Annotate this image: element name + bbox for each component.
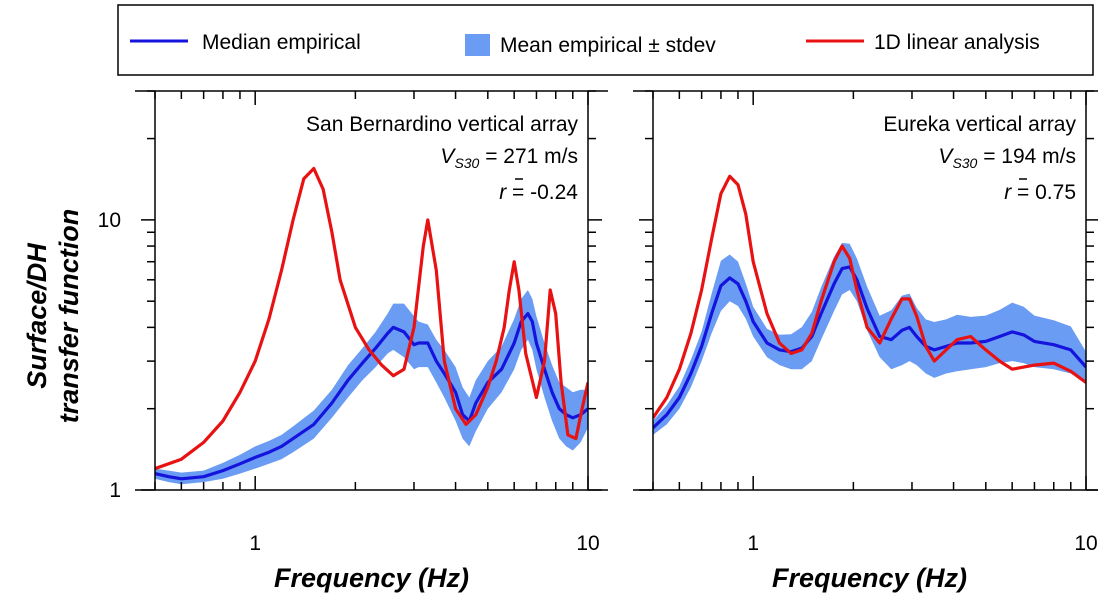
site-name: San Bernardino vertical array [306, 113, 578, 136]
plot-area [653, 174, 1086, 435]
vs30-subscript: S30 [952, 155, 977, 171]
series-1d-linear-line [155, 166, 588, 471]
r-value: = -0.24 [506, 181, 578, 204]
vs30-subscript: S30 [454, 155, 479, 171]
vs30-symbol: V [938, 145, 954, 168]
x-axis-title: Frequency (Hz) [772, 563, 967, 593]
vs30-label: VS30 = 194 m/s [938, 145, 1076, 171]
series-1d-linear-line [653, 174, 1086, 419]
r-symbol: r [1004, 181, 1012, 204]
panel-2: 1 10 Frequency (Hz) Eureka vertical array VS… [633, 90, 1098, 593]
x-tick-label: 10 [576, 532, 599, 555]
vs30-symbol: V [440, 145, 456, 168]
legend-label: Median empirical [202, 31, 361, 54]
vs30-value: = 271 m/s [479, 145, 578, 168]
site-annotation: San Bernardino vertical array VS30 = 271 … [306, 113, 578, 204]
y-axis-title-line2: transfer function [54, 209, 84, 424]
panel-1: 1 10 1 10 Frequency (Hz) San Bernardino verti… [98, 90, 608, 593]
site-annotation: Eureka vertical array VS30 = 194 m/s r = 0… [883, 113, 1076, 204]
site-name: Eureka vertical array [883, 113, 1076, 136]
vs30-value: = 194 m/s [977, 145, 1076, 168]
correlation-label: r = -0.24 [499, 181, 578, 204]
legend-frame [117, 4, 1094, 76]
legend-patch-swatch [465, 34, 490, 56]
legend-label: Mean empirical ± stdev [500, 34, 716, 57]
legend-item-2: Mean empirical ± stdev [465, 34, 716, 57]
x-tick-label: 1 [747, 532, 759, 555]
legend-label: 1D linear analysis [874, 31, 1040, 54]
vs30-label: VS30 = 271 m/s [440, 145, 578, 171]
y-tick-label: 10 [98, 209, 121, 232]
y-tick-label: 1 [109, 479, 121, 502]
r-value: = 0.75 [1011, 181, 1076, 204]
x-tick-label: 10 [1074, 532, 1097, 555]
series-stdev-band [155, 290, 588, 485]
x-tick-label: 1 [249, 532, 261, 555]
correlation-label: r = 0.75 [1004, 181, 1076, 204]
x-axis-title: Frequency (Hz) [274, 563, 469, 593]
legend-item-3: 1D linear analysis [806, 31, 1040, 54]
plot-area [155, 166, 588, 485]
legend-item-1: Median empirical [130, 31, 361, 54]
series-median-line [155, 312, 588, 481]
series-stdev-band [653, 242, 1086, 435]
legend: Median empirical Mean empirical ± stdev 1D… [117, 4, 1094, 76]
r-symbol: r [499, 181, 507, 204]
y-axis-title: Surface/DH transfer function [22, 209, 84, 424]
y-axis-title-line1: Surface/DH [22, 243, 52, 389]
